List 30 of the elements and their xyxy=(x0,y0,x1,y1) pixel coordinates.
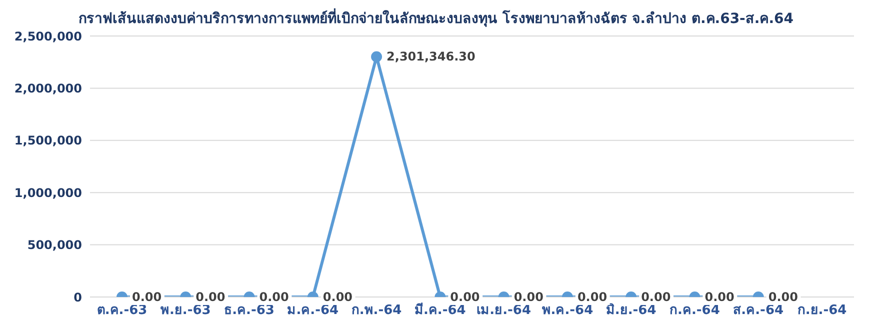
y-tick-label: 500,000 xyxy=(27,238,82,252)
data-label: 0.00 xyxy=(132,290,162,304)
data-label: 0.00 xyxy=(641,290,671,304)
data-label: 0.00 xyxy=(322,290,353,304)
x-tick-label: พ.ย.-63 xyxy=(160,303,211,318)
x-tick-label: ก.ย.-64 xyxy=(797,303,847,318)
x-tick-label: เม.ย.-64 xyxy=(476,303,532,318)
y-tick-label: 0 xyxy=(74,290,82,304)
x-tick-label: ต.ค.-63 xyxy=(96,303,148,318)
x-tick-label: พ.ค.-64 xyxy=(542,303,594,318)
x-tick-label: ก.ค.-64 xyxy=(670,303,720,318)
x-tick-label: ม.ค.-64 xyxy=(287,303,339,318)
chart-title: กราฟเส้นแสดงงบค่าบริการทางการแพทย์ที่เบิกจ่ายในลักษณะงบลงทุน โรงพยาบาลห้างฉัตร จ.ลำปาง ต.ค.63-ส.ค.64 xyxy=(78,8,794,29)
data-label: 0.00 xyxy=(196,290,226,304)
y-tick-label: 2,500,000 xyxy=(14,29,82,44)
data-label: 0.00 xyxy=(514,290,544,304)
y-tick-label: 2,000,000 xyxy=(14,81,82,96)
data-label: 0.00 xyxy=(577,290,608,304)
data-label: 0.00 xyxy=(768,290,798,304)
y-tick-label: 1,000,000 xyxy=(14,186,82,200)
data-label: 0.00 xyxy=(704,290,734,304)
x-tick-label: ธ.ค.-63 xyxy=(224,303,274,318)
data-label: 0.00 xyxy=(259,290,289,304)
data-label: 0.00 xyxy=(450,290,480,304)
x-tick-label: มี.ค.-64 xyxy=(414,302,466,318)
data-label: 2,301,346.30 xyxy=(386,50,476,64)
x-tick-label: มิ.ย.-64 xyxy=(606,303,656,318)
x-tick-label: ส.ค.-64 xyxy=(733,303,784,318)
y-tick-label: 1,500,000 xyxy=(14,134,82,148)
x-tick-label: ก.พ.-64 xyxy=(351,303,402,318)
